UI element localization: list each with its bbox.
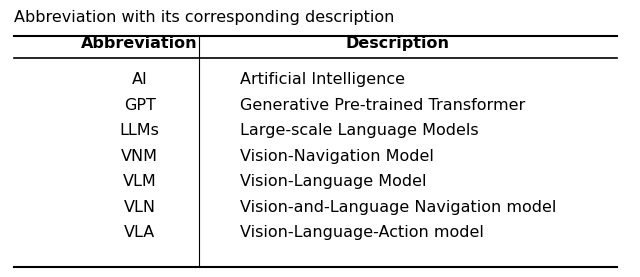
Text: Vision-Language Model: Vision-Language Model <box>240 174 427 189</box>
Text: VLM: VLM <box>123 174 157 189</box>
Text: AI: AI <box>132 72 147 87</box>
Text: LLMs: LLMs <box>120 123 159 138</box>
Text: Large-scale Language Models: Large-scale Language Models <box>240 123 479 138</box>
Text: VLN: VLN <box>124 199 156 215</box>
Text: GPT: GPT <box>124 98 156 112</box>
Text: Abbreviation with its corresponding description: Abbreviation with its corresponding desc… <box>14 10 394 25</box>
Text: Description: Description <box>345 36 449 52</box>
Text: VLA: VLA <box>124 225 156 240</box>
Text: Abbreviation: Abbreviation <box>81 36 198 52</box>
Text: Vision-Navigation Model: Vision-Navigation Model <box>240 148 434 163</box>
Text: Vision-and-Language Navigation model: Vision-and-Language Navigation model <box>240 199 557 215</box>
Text: Vision-Language-Action model: Vision-Language-Action model <box>240 225 484 240</box>
Text: VNM: VNM <box>121 148 158 163</box>
Text: Artificial Intelligence: Artificial Intelligence <box>240 72 405 87</box>
Text: Generative Pre-trained Transformer: Generative Pre-trained Transformer <box>240 98 525 112</box>
